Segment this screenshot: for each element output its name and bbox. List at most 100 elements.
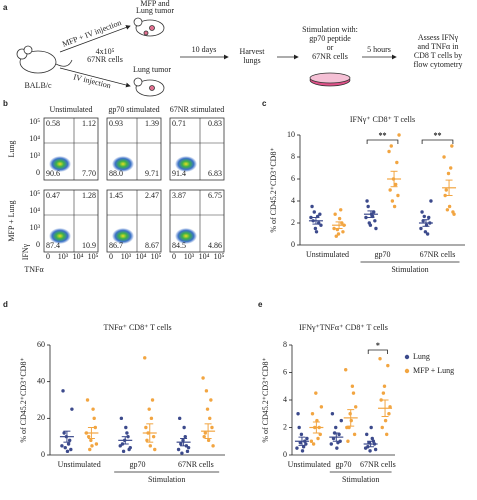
dot <box>420 210 424 214</box>
dot <box>310 412 315 416</box>
x-tick-label: Unstimulated <box>306 250 349 259</box>
dot <box>186 445 191 450</box>
dot <box>63 445 67 450</box>
label: flow cytometry <box>413 60 462 69</box>
y-tick-label: 0 <box>36 168 40 177</box>
dot <box>329 442 333 446</box>
y-tick-label: 4 <box>283 395 287 404</box>
y-tick-label: 8 <box>291 152 295 161</box>
dot <box>296 412 300 416</box>
dot <box>449 166 453 170</box>
dot <box>367 221 371 225</box>
label: Assess IFNγ <box>418 33 459 42</box>
dot <box>150 398 155 402</box>
dot <box>348 412 352 416</box>
quadrant-value: 0.93 <box>109 119 123 128</box>
dot <box>365 432 369 437</box>
y-tick-label: 60 <box>37 340 45 349</box>
y-tick-label: 4 <box>291 196 295 205</box>
dot <box>201 376 205 380</box>
dot <box>346 439 350 443</box>
cell-cluster <box>49 228 71 244</box>
dot <box>336 440 340 445</box>
group-label: Stimulation <box>391 265 428 274</box>
dot <box>149 416 154 421</box>
dot <box>427 215 431 220</box>
quadrant-value: 0.83 <box>208 119 222 128</box>
x-tick-label: 10⁴ <box>73 252 84 261</box>
dot <box>450 144 454 148</box>
quadrant-value: 1.12 <box>82 119 96 128</box>
dot <box>387 149 391 154</box>
label: 4x10⁵ <box>96 47 115 56</box>
dot <box>121 449 126 454</box>
group-label: Stimulation <box>148 475 185 484</box>
y-axis-label: % of CD45.2⁺CD3⁺CD8⁺ <box>269 147 278 232</box>
dot <box>316 436 320 441</box>
y-tick-label: 10⁵ <box>29 189 40 198</box>
column-header: 67NR stimulated <box>170 105 224 114</box>
x-tick-label: 10⁴ <box>136 252 147 261</box>
y-tick-label: 2 <box>283 422 287 431</box>
legend-label: MFP + Lung <box>413 366 454 375</box>
significance: * <box>376 341 380 350</box>
group-label: Stimulation <box>342 475 379 484</box>
label: BALB/c <box>24 81 52 90</box>
y-tick-label: 6 <box>291 174 295 183</box>
y-tick-label: 0 <box>41 450 45 459</box>
x-tick-label: Unstimulated <box>288 460 331 469</box>
mouse <box>16 17 351 97</box>
row-label: MFP + Lung <box>7 200 16 241</box>
x-tick-label: 67NR cells <box>178 460 214 469</box>
dot <box>203 431 208 435</box>
dot <box>153 447 157 452</box>
significance-bracket <box>421 139 454 144</box>
dot <box>373 219 377 223</box>
quadrant-value: 90.6 <box>46 169 60 178</box>
dot <box>204 389 209 393</box>
x-tick-label: 10⁵ <box>151 252 162 261</box>
y-axis-label: % of CD45.2⁺CD3⁺CD8⁺ <box>261 357 270 442</box>
dot <box>62 431 66 435</box>
quadrant-value: 2.47 <box>145 191 159 200</box>
label: CD8 T cells by <box>414 51 462 60</box>
y-tick-label: 10⁴ <box>29 134 40 143</box>
dot <box>67 438 72 443</box>
dot <box>177 416 182 421</box>
x-tick-label: Unstimulated <box>58 460 101 469</box>
dot <box>419 226 423 231</box>
dot <box>319 223 323 227</box>
label: 67NR cells <box>87 55 123 64</box>
dot <box>91 407 95 411</box>
dot <box>341 230 345 234</box>
dot <box>337 432 341 437</box>
quadrant-value: 10.9 <box>82 241 96 250</box>
dot <box>444 188 448 192</box>
dot <box>330 412 335 416</box>
x-tick-label: gp70 <box>375 250 391 259</box>
legend-marker <box>404 368 410 374</box>
panel-letter: e <box>258 300 263 309</box>
dot <box>368 449 372 453</box>
legend-label: Lung <box>413 352 430 361</box>
label: MFP and <box>140 0 169 8</box>
dot <box>144 425 148 430</box>
dot <box>394 182 398 187</box>
dot <box>446 171 451 176</box>
dot <box>383 418 388 423</box>
dot <box>70 407 74 411</box>
dot <box>313 226 318 231</box>
dot <box>382 384 387 388</box>
dot <box>370 436 374 441</box>
dot <box>210 425 214 430</box>
dot <box>397 133 401 137</box>
panel-letter: d <box>3 300 8 309</box>
dot <box>396 193 400 198</box>
dot <box>124 425 128 430</box>
dot <box>312 210 316 214</box>
dot <box>66 442 71 446</box>
y-tick-label: 0 <box>36 240 40 249</box>
dot <box>86 434 91 439</box>
x-tick-label: 67NR cells <box>360 460 396 469</box>
